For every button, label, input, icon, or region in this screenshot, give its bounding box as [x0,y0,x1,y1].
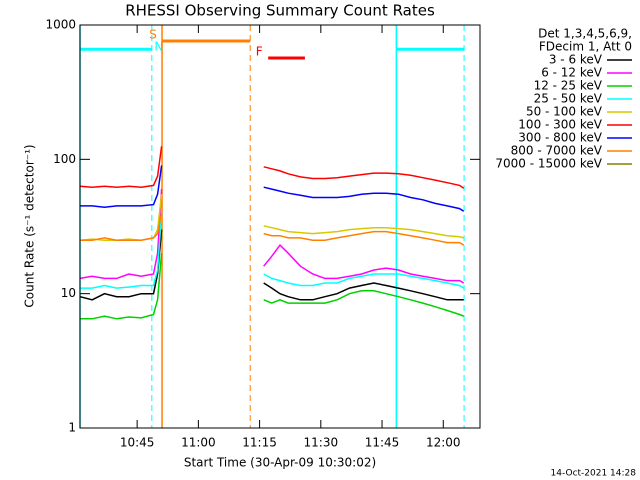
series-line [80,212,465,246]
y-tick-label: 100 [53,152,76,166]
series-line [80,165,465,212]
y-tick-label: 1 [68,421,76,435]
flag-label: N [154,40,163,54]
plot-frame [79,24,481,429]
legend-label: 25 - 50 keV [534,92,603,106]
series-line [79,194,464,241]
legend-label: 50 - 100 keV [526,105,603,119]
x-tick-label: 11:30 [304,436,339,450]
legend-label: 12 - 25 keV [534,79,603,93]
footer: 14-Oct-2021 14:28 [551,469,637,479]
series-line [79,146,465,189]
x-tick-label: 10:45 [120,436,155,450]
legend-header: FDecim 1, Att 0 [539,40,632,54]
series-line [80,253,464,320]
x-tick-label: 11:15 [242,436,277,450]
series-line [79,229,464,301]
flag-label: S [149,28,157,42]
x-axis-label: Start Time (30-Apr-09 10:30:02) [184,456,376,470]
series-line [80,212,465,289]
legend-label: 300 - 800 keV [518,131,602,145]
chart-title: RHESSI Observing Summary Count Rates [125,2,435,20]
legend-label: 6 - 12 keV [541,66,603,80]
legend-label: 800 - 7000 keV [511,144,603,158]
legend-label: 100 - 300 keV [518,118,602,132]
flag-label: F [256,44,263,58]
y-axis-label: Count Rate (s⁻¹ detector⁻¹) [23,144,37,307]
y-tick-label: 1000 [45,18,76,32]
legend-label: 3 - 6 keV [549,53,603,67]
x-tick-label: 11:00 [181,436,216,450]
legend-label: 7000 - 15000 keV [495,157,602,171]
series-line [79,189,465,284]
y-tick-label: 10 [61,286,76,300]
x-tick-label: 11:45 [365,436,400,450]
legend-header: Det 1,3,4,5,6,9, [538,27,632,41]
x-tick-label: 12:00 [426,436,461,450]
